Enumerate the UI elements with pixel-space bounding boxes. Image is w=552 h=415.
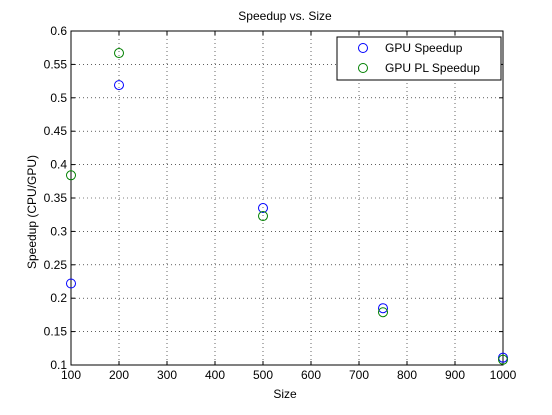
legend-marker-gpu-pl-speedup (358, 63, 368, 73)
x-tick-label: 400 (205, 368, 225, 382)
chart-title: Speedup vs. Size (238, 9, 332, 23)
gpu-speedup-point (66, 278, 76, 289)
x-tick-label: 300 (157, 368, 177, 382)
x-tick-label: 600 (301, 368, 321, 382)
y-tick-label: 0.6 (50, 24, 67, 38)
x-tick-label: 200 (109, 368, 129, 382)
y-tick-label: 0.5 (50, 91, 67, 105)
legend-label-gpu-speedup: GPU Speedup (385, 41, 463, 55)
axis-ticks: 100 200 300 400 500 600 700 800 900 1000 0.1 0.15 0.… (44, 24, 517, 382)
legend-box (336, 36, 502, 81)
y-axis-label: Speedup (CPU/GPU) (25, 155, 39, 269)
gpu-pl-speedup-point (66, 170, 76, 181)
y-tick-label: 0.15 (44, 325, 68, 339)
y-tick-label: 0.35 (44, 191, 68, 205)
gpu-pl-speedup-point (498, 354, 508, 365)
y-tick-label: 0.3 (50, 224, 67, 238)
x-tick-label: 700 (349, 368, 369, 382)
gpu-pl-speedup-point (378, 307, 388, 318)
y-tick-label: 0.4 (50, 158, 67, 172)
x-tick-label: 500 (253, 368, 273, 382)
x-tick-label: 100 (61, 368, 81, 382)
gpu-pl-speedup-point (258, 211, 268, 222)
data-points (66, 48, 508, 365)
x-axis-label: Size (273, 387, 297, 401)
legend-marker-gpu-speedup (358, 43, 368, 53)
y-tick-label: 0.2 (50, 291, 67, 305)
x-tick-label: 1000 (490, 368, 517, 382)
y-tick-label: 0.45 (44, 124, 68, 138)
gpu-pl-speedup-point (114, 48, 124, 59)
x-tick-label: 800 (397, 368, 417, 382)
y-tick-label: 0.55 (44, 57, 68, 71)
y-tick-label: 0.25 (44, 258, 68, 272)
legend: GPU Speedup GPU PL Speedup (336, 36, 502, 81)
plot-frame (70, 30, 504, 366)
x-tick-label: 900 (445, 368, 465, 382)
gpu-speedup-point (378, 303, 388, 314)
gpu-speedup-point (258, 203, 268, 214)
legend-label-gpu-pl-speedup: GPU PL Speedup (385, 61, 480, 75)
y-tick-label: 0.1 (50, 358, 67, 372)
gpu-speedup-point (114, 80, 124, 91)
